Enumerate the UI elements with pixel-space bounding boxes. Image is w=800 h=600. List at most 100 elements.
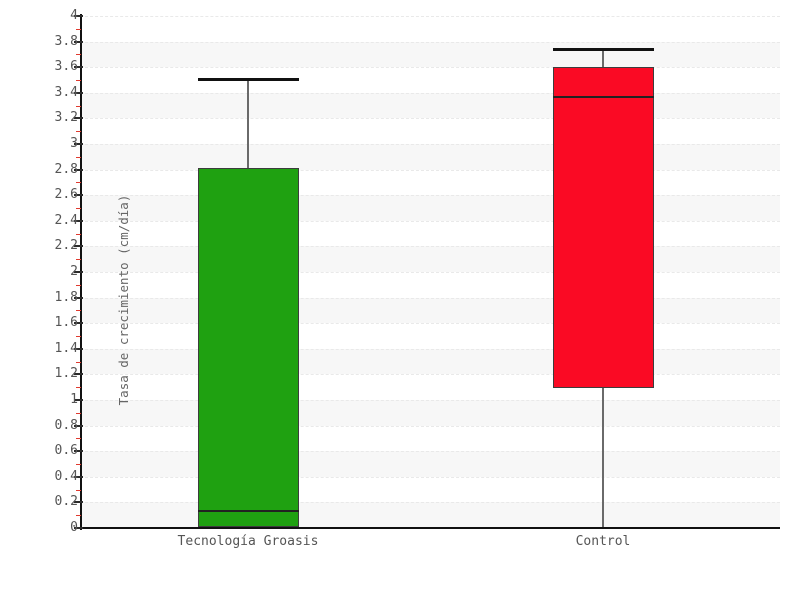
y-tick-minor xyxy=(76,208,81,209)
y-tick-minor xyxy=(76,259,81,261)
gridline xyxy=(80,246,780,248)
y-tick-mark xyxy=(74,245,83,248)
y-tick-minor xyxy=(76,182,81,184)
gridline xyxy=(80,272,780,273)
median-line xyxy=(197,510,299,513)
background-band xyxy=(80,348,780,375)
y-tick-minor xyxy=(76,515,81,517)
y-tick-label: 2 xyxy=(70,264,78,279)
y-tick-label: 2.4 xyxy=(54,212,78,228)
background-band xyxy=(80,451,780,477)
y-tick-label: 0.2 xyxy=(54,494,78,510)
whisker-upper xyxy=(602,49,604,68)
gridline xyxy=(80,16,780,17)
background-band xyxy=(80,400,780,426)
y-tick-label: 2.2 xyxy=(54,238,78,254)
y-tick-label: 3.2 xyxy=(54,110,78,126)
cap-upper xyxy=(552,48,654,52)
plot-area xyxy=(80,16,780,528)
y-tick-label: 1.4 xyxy=(54,340,78,356)
gridline xyxy=(80,169,780,171)
box-iqr xyxy=(197,168,299,527)
y-tick-mark xyxy=(74,219,83,222)
y-tick-label: 3 xyxy=(70,136,78,151)
y-tick-label: 3.8 xyxy=(54,33,78,49)
y-tick-label: 4 xyxy=(70,8,78,23)
y-tick-minor xyxy=(76,233,81,235)
y-tick-label: 0 xyxy=(70,520,78,535)
y-tick-minor xyxy=(76,156,81,158)
y-tick-label: 1.6 xyxy=(54,315,78,331)
y-tick-mark xyxy=(74,296,83,299)
gridline xyxy=(80,348,780,350)
background-band xyxy=(80,195,780,221)
gridline xyxy=(80,195,780,197)
y-tick-label: 1.8 xyxy=(54,289,78,305)
y-tick-label: 3.6 xyxy=(54,59,78,75)
y-tick-label: 0.6 xyxy=(54,443,78,459)
cap-upper xyxy=(197,77,299,81)
gridline xyxy=(80,425,780,427)
gridline xyxy=(80,400,780,401)
background-band xyxy=(80,297,780,324)
y-tick-minor xyxy=(76,438,81,440)
y-tick-label: 1 xyxy=(70,392,78,407)
y-tick-label: 0.4 xyxy=(54,468,78,484)
gridline xyxy=(80,41,780,43)
x-tick-label-control: Control xyxy=(575,534,631,549)
y-tick-mark xyxy=(74,501,83,504)
gridline xyxy=(80,144,780,145)
background-band xyxy=(80,246,780,272)
gridline xyxy=(80,220,780,222)
y-tick-mark xyxy=(74,194,83,197)
y-tick-minor xyxy=(76,489,81,491)
gridline xyxy=(80,92,780,94)
median-line xyxy=(552,95,654,98)
y-tick-mark xyxy=(74,424,83,427)
background-band xyxy=(80,41,780,68)
gridline xyxy=(80,476,780,478)
y-tick-minor xyxy=(76,28,81,30)
y-tick-label: 3.4 xyxy=(54,84,78,100)
gridline xyxy=(80,323,780,325)
y-tick-minor xyxy=(76,336,81,337)
y-tick-mark xyxy=(74,40,83,43)
y-tick-minor xyxy=(76,412,81,414)
x-tick-label-groasis: Tecnología Groasis xyxy=(177,534,319,549)
y-tick-minor xyxy=(76,310,81,312)
y-tick-mark xyxy=(74,373,83,376)
y-tick-label: 0.8 xyxy=(54,417,78,433)
y-tick-mark xyxy=(74,399,83,401)
y-tick-mark xyxy=(74,117,83,120)
box-iqr xyxy=(552,67,654,389)
y-tick-label: 1.2 xyxy=(54,366,78,382)
y-tick-minor xyxy=(76,131,81,133)
gridline xyxy=(80,297,780,299)
whisker-lower xyxy=(602,388,604,528)
y-tick-label: 2.8 xyxy=(54,161,78,177)
y-tick-minor xyxy=(76,361,81,363)
y-tick-minor xyxy=(76,284,81,286)
y-tick-minor xyxy=(76,387,81,389)
gridline xyxy=(80,502,780,504)
y-tick-mark xyxy=(74,475,83,478)
y-tick-mark xyxy=(74,450,83,453)
y-axis-title: Tasa de crecimiento (cm/día) xyxy=(115,194,131,406)
gridline xyxy=(80,374,780,376)
y-tick-mark xyxy=(74,66,83,69)
y-tick-minor xyxy=(76,464,81,465)
background-band xyxy=(80,502,780,528)
y-tick-mark xyxy=(74,168,83,171)
y-tick-mark xyxy=(74,271,83,273)
y-tick-minor xyxy=(76,105,81,107)
gridline xyxy=(80,451,780,453)
y-tick-mark xyxy=(74,15,83,17)
whisker-upper xyxy=(247,78,249,169)
background-band xyxy=(80,144,780,170)
gridline xyxy=(80,67,780,69)
box-plot-control xyxy=(80,16,780,528)
y-tick-mark xyxy=(74,143,83,145)
y-tick-mark xyxy=(74,527,83,529)
y-tick-minor xyxy=(76,54,81,56)
